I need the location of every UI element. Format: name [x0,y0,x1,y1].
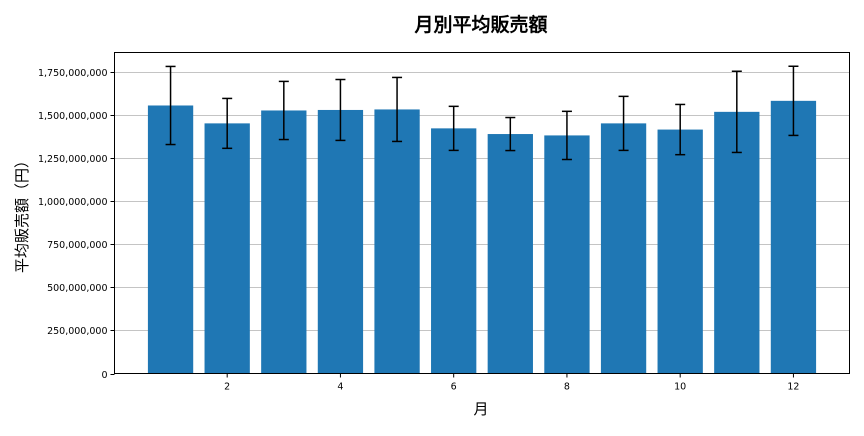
bar [261,110,307,374]
bar [544,135,590,374]
x-tick-label: 10 [674,382,686,393]
y-tick-label: 1,250,000,000 [38,154,108,165]
bar [317,109,364,374]
y-axis-label: 平均販売額（円） [13,153,31,273]
x-tick-label: 8 [564,382,570,393]
x-tick-label: 4 [337,382,343,393]
bar [431,128,477,374]
y-tick-label: 750,000,000 [47,240,107,251]
bar [204,123,250,374]
x-tick-label: 6 [451,382,457,393]
bar [714,111,760,374]
y-tick-label: 1,000,000,000 [38,197,108,208]
chart-title: 月別平均販売額 [413,13,547,36]
y-tick-label: 1,500,000,000 [38,111,108,122]
bar [147,105,194,374]
bar [374,109,420,374]
x-tick-label: 2 [224,382,230,393]
x-tick-label: 12 [787,382,799,393]
y-tick-label: 250,000,000 [47,326,107,337]
y-tick-label: 500,000,000 [47,283,107,294]
plot-frame [114,52,850,374]
y-tick-label: 1,750,000,000 [38,68,108,79]
y-tick-label: 0 [101,370,107,381]
bar [600,123,647,374]
bar [657,129,703,374]
bar [487,134,533,374]
x-axis-label: 月 [473,400,488,418]
bar [770,100,817,374]
